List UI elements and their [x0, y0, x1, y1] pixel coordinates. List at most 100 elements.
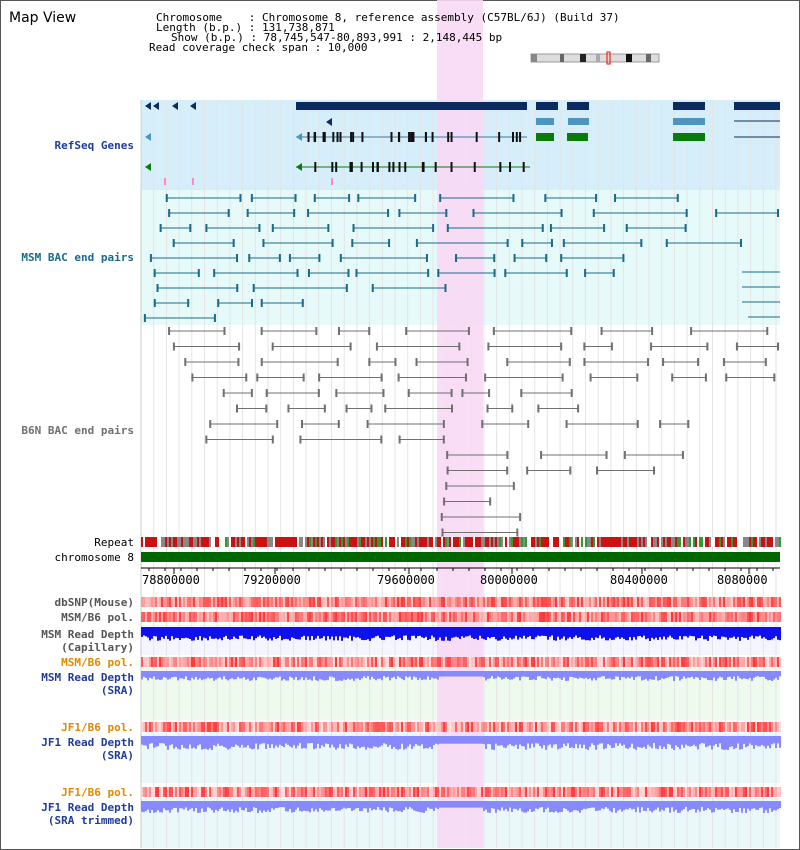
repeat-segment [655, 537, 657, 547]
density-cell [317, 612, 319, 622]
density-cell [607, 612, 609, 622]
bac-end [260, 299, 263, 307]
density-cell [165, 612, 167, 622]
density-cell [721, 657, 723, 667]
depth-bar [403, 801, 405, 811]
density-cell [349, 657, 351, 667]
repeat-segment [667, 537, 669, 547]
repeat-segment [543, 537, 545, 547]
density-cell [643, 597, 645, 607]
density-cell [247, 722, 249, 732]
depth-bar [511, 671, 513, 680]
depth-bar [381, 736, 383, 746]
bac-end [317, 389, 320, 397]
density-cell [425, 612, 427, 622]
depth-bar [765, 801, 767, 811]
repeat-segment [531, 537, 533, 547]
repeat-segment [737, 537, 739, 547]
density-cell [165, 787, 167, 797]
density-cell [605, 597, 607, 607]
bac-end [565, 420, 568, 428]
axis-tick-label: 79200000 [243, 573, 301, 587]
depth-bar [527, 801, 529, 812]
density-cell [697, 597, 699, 607]
repeat-segment [557, 537, 559, 547]
repeat-segment [537, 537, 539, 547]
depth-bar [161, 736, 163, 744]
density-cell [507, 787, 509, 797]
density-cell [371, 597, 373, 607]
density-cell [189, 722, 191, 732]
density-cell [149, 612, 151, 622]
density-cell [327, 722, 329, 732]
density-cell [293, 612, 295, 622]
density-cell [179, 657, 181, 667]
density-cell [299, 597, 301, 607]
density-cell [197, 597, 199, 607]
bac-end [415, 358, 418, 366]
bac-end [623, 451, 626, 459]
density-cell [229, 787, 231, 797]
chromosome-ideogram[interactable] [530, 51, 660, 65]
track-label-msm-bac[interactable]: MSM BAC end pairs [21, 251, 134, 264]
density-cell [673, 612, 675, 622]
depth-bar [399, 736, 401, 750]
density-cell [193, 597, 195, 607]
density-cell [149, 787, 151, 797]
density-cell [473, 657, 475, 667]
density-cell [641, 657, 643, 667]
density-cell [525, 787, 527, 797]
depth-bar [677, 801, 679, 813]
density-cell [463, 657, 465, 667]
density-cell [775, 722, 777, 732]
depth-bar [163, 801, 165, 809]
track-label-b6n-bac[interactable]: B6N BAC end pairs [21, 424, 134, 437]
exon [412, 132, 415, 142]
density-cell [637, 612, 639, 622]
repeat-segment [715, 537, 717, 547]
density-cell [763, 787, 765, 797]
depth-bar [569, 736, 571, 749]
bac-end [464, 373, 467, 382]
track-label-refseq[interactable]: RefSeq Genes [54, 139, 134, 152]
density-cell [339, 657, 341, 667]
depth-bar [169, 671, 171, 679]
depth-bar [767, 736, 769, 746]
density-cell [721, 597, 723, 607]
depth-bar [641, 671, 643, 681]
depth-bar [281, 801, 283, 808]
depth-bar [347, 736, 349, 747]
density-cell [349, 787, 351, 797]
depth-bar [431, 736, 433, 749]
density-cell [419, 722, 421, 732]
density-cell [745, 722, 747, 732]
density-cell [225, 657, 227, 667]
density-cell [457, 657, 459, 667]
repeat-segment [449, 537, 451, 547]
depth-bar [197, 736, 199, 746]
depth-bar [173, 671, 175, 677]
depth-bar [645, 736, 647, 749]
density-cell [539, 657, 541, 667]
depth-bar [741, 671, 743, 680]
density-cell [603, 612, 605, 622]
bac-end [223, 327, 226, 335]
depth-bar [443, 736, 445, 744]
density-cell [431, 657, 433, 667]
density-cell [301, 722, 303, 732]
density-cell [685, 787, 687, 797]
density-cell [185, 597, 187, 607]
density-cell [441, 597, 443, 607]
density-cell [221, 787, 223, 797]
density-cell [363, 787, 365, 797]
depth-bar [285, 736, 287, 744]
depth-bar [391, 627, 393, 637]
density-cell [475, 657, 477, 667]
density-cell [309, 657, 311, 667]
density-cell [755, 787, 757, 797]
repeat-segment [497, 537, 499, 547]
density-cell [705, 657, 707, 667]
depth-bar [265, 627, 267, 639]
depth-bar [149, 627, 151, 641]
